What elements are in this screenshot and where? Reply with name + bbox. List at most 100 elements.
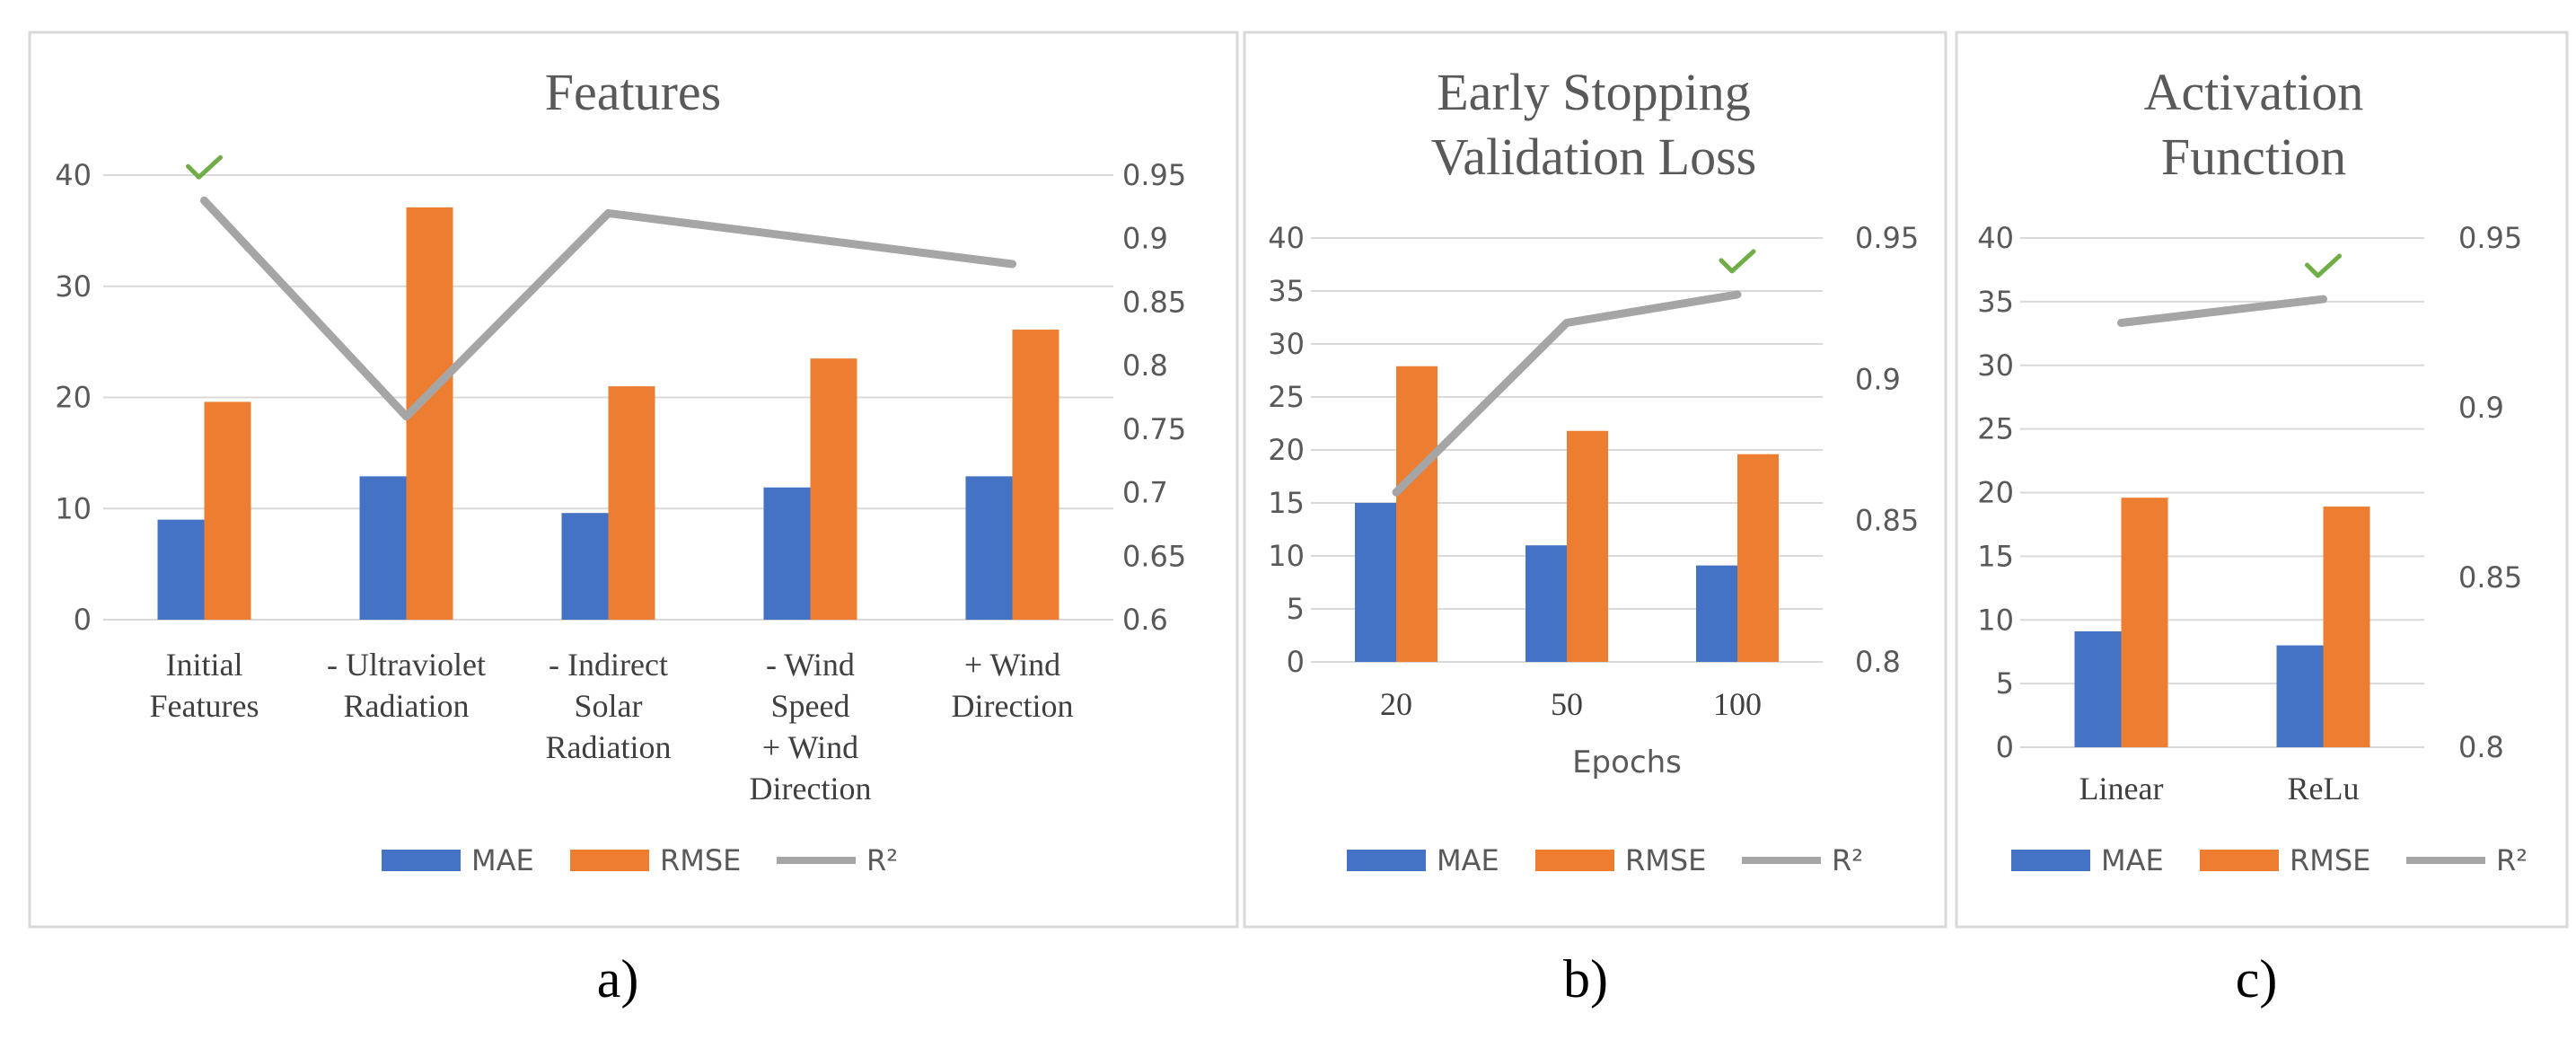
left-axis-tick-label: 40 — [55, 158, 92, 192]
left-axis-tick-label: 10 — [1268, 539, 1305, 573]
rmse-bar — [608, 386, 655, 620]
right-axis-tick-label: 0.6 — [1122, 603, 1168, 637]
legend-label: R² — [2496, 843, 2528, 877]
mae-bar — [1696, 565, 1737, 662]
category-label: Radiation — [546, 729, 672, 765]
category-label: 20 — [1380, 686, 1412, 722]
left-axis-tick-label: 40 — [1268, 221, 1305, 255]
mae-bar — [965, 476, 1013, 620]
left-axis-tick-label: 5 — [1287, 592, 1305, 626]
chart-title: Activation — [2144, 63, 2364, 121]
panel-label: b) — [1563, 949, 1608, 1009]
legend-mae-swatch — [1347, 850, 1426, 871]
left-axis-tick-label: 20 — [1268, 433, 1305, 467]
rmse-bar — [810, 358, 857, 620]
category-label: 100 — [1713, 686, 1762, 722]
category-label: Features — [150, 688, 259, 724]
right-axis-tick-label: 0.85 — [1122, 285, 1186, 319]
chart-title: Function — [2161, 128, 2346, 186]
mae-bar — [157, 519, 205, 620]
category-label: Direction — [750, 771, 872, 806]
mae-bar — [359, 476, 407, 620]
category-label: Initial — [166, 647, 243, 683]
legend-rmse-swatch — [1535, 850, 1614, 871]
legend-mae-swatch — [382, 850, 461, 871]
legend-rmse-swatch — [570, 850, 649, 871]
legend-label: RMSE — [660, 843, 741, 877]
left-axis-tick-label: 30 — [1977, 348, 2014, 383]
rmse-bar — [1396, 366, 1437, 662]
check-icon — [1719, 249, 1756, 274]
panel-label: a) — [597, 949, 639, 1009]
mae-bar — [1525, 545, 1567, 662]
left-axis-tick-label: 25 — [1268, 380, 1305, 414]
right-axis-tick-label: 0.85 — [1855, 504, 1919, 538]
r2-line — [200, 196, 1016, 421]
chart-panel-1: Features 0 10 20 30 40 0.6 0.65 0.7 0.75 0.8 0.85 0.… — [28, 31, 1239, 929]
mae-bar — [2074, 631, 2122, 747]
left-axis-tick-label: 30 — [1268, 327, 1305, 361]
legend-label: RMSE — [2290, 843, 2370, 877]
left-axis-tick-label: 20 — [1977, 476, 2014, 510]
category-label: Speed — [771, 688, 850, 724]
category-label: Direction — [952, 688, 1074, 724]
r2-line — [1392, 290, 1742, 497]
panel-label: c) — [2236, 949, 2278, 1009]
legend-label: MAE — [471, 843, 534, 877]
right-axis-tick-label: 0.65 — [1122, 539, 1186, 573]
check-icon — [2305, 253, 2342, 278]
category-label: ReLu — [2288, 771, 2360, 806]
legend-label: R² — [866, 843, 898, 877]
rmse-bar — [204, 401, 251, 620]
r2-line — [2117, 295, 2327, 327]
right-axis-tick-label: 0.85 — [2458, 560, 2522, 595]
chart-title: Features — [545, 63, 722, 121]
right-axis-tick-label: 0.75 — [1122, 412, 1186, 446]
rmse-bar — [1567, 430, 1608, 662]
legend-rmse-swatch — [2200, 850, 2279, 871]
category-label: Radiation — [344, 688, 470, 724]
left-axis-tick-label: 0 — [74, 603, 92, 637]
right-axis-tick-label: 0.8 — [1122, 348, 1168, 383]
rmse-bar — [1012, 330, 1059, 620]
legend: MAE RMSE R² — [2011, 843, 2528, 877]
left-axis-tick-label: 35 — [1977, 285, 2014, 319]
left-axis-tick-label: 30 — [55, 269, 92, 304]
category-label: 50 — [1551, 686, 1583, 722]
category-label: - Ultraviolet — [327, 647, 486, 683]
legend-label: MAE — [1437, 843, 1499, 877]
rmse-bar — [2323, 507, 2370, 747]
legend: MAE RMSE R² — [1347, 843, 1863, 877]
right-axis-tick-label: 0.9 — [1122, 222, 1168, 256]
left-axis-tick-label: 20 — [55, 381, 92, 415]
mae-bar — [763, 487, 811, 620]
left-axis-tick-label: 0 — [1287, 645, 1305, 679]
right-axis-tick-label: 0.8 — [2458, 730, 2504, 764]
rmse-bar — [1737, 454, 1779, 662]
mae-bar — [1355, 503, 1396, 662]
legend-label: MAE — [2101, 843, 2164, 877]
category-label: + Wind — [964, 647, 1060, 683]
right-axis-tick-label: 0.9 — [1855, 362, 1901, 396]
left-axis-tick-label: 0 — [1996, 730, 2014, 764]
check-icon — [186, 154, 223, 180]
x-axis-label: Epochs — [1572, 745, 1682, 780]
right-axis-tick-label: 0.8 — [1855, 645, 1901, 679]
category-label: - Indirect — [549, 647, 668, 683]
chart-title: Validation Loss — [1431, 128, 1756, 186]
right-axis-tick-label: 0.95 — [1855, 221, 1919, 255]
left-axis-tick-label: 15 — [1268, 486, 1305, 520]
rmse-bar — [2121, 498, 2168, 747]
right-axis-tick-label: 0.7 — [1122, 476, 1168, 510]
category-label: + Wind — [762, 729, 858, 765]
left-axis-tick-label: 5 — [1996, 666, 2014, 701]
legend-label: RMSE — [1625, 843, 1706, 877]
mae-bar — [2276, 645, 2324, 747]
right-axis-tick-label: 0.95 — [2458, 221, 2522, 255]
left-axis-tick-label: 25 — [1977, 412, 2014, 446]
right-axis-tick-label: 0.9 — [2458, 391, 2504, 425]
left-axis-tick-label: 35 — [1268, 274, 1305, 308]
left-axis-tick-label: 10 — [55, 491, 92, 525]
left-axis-tick-label: 10 — [1977, 603, 2014, 637]
